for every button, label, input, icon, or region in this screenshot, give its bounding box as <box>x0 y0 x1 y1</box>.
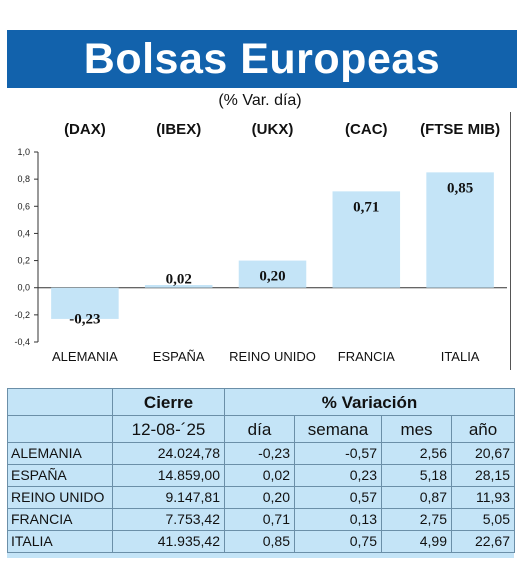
header-cierre: Cierre <box>112 388 225 416</box>
bar-value-label: 0,71 <box>353 199 379 215</box>
row-mes: 2,56 <box>381 442 452 465</box>
row-name: REINO UNIDO <box>7 486 113 509</box>
subheader-mes: mes <box>381 415 452 443</box>
row-ano: 20,67 <box>451 442 515 465</box>
bar <box>238 260 307 288</box>
row-dia: 0,20 <box>224 486 295 509</box>
bar-chart-frame: 1,0 0,8 0,6 0,4 0,2 0,0 -0,2 -0,4 -0,23 (DAX) ALEM… <box>2 112 511 370</box>
subheader-ano: año <box>451 415 515 443</box>
row-mes: 5,18 <box>381 464 452 487</box>
bar <box>332 191 401 288</box>
bar <box>144 285 213 288</box>
row-ano: 22,67 <box>451 530 515 553</box>
row-ano: 28,15 <box>451 464 515 487</box>
row-name: ALEMANIA <box>7 442 113 465</box>
bar-value-label: 0,20 <box>259 269 285 285</box>
bar-chart: 1,0 0,8 0,6 0,4 0,2 0,0 -0,2 -0,4 -0,23 (DAX) ALEM… <box>14 121 507 364</box>
row-ano: 11,93 <box>451 486 515 509</box>
title-banner: Bolsas Europeas <box>7 30 517 88</box>
y-tick-label: 0,2 <box>17 256 30 266</box>
row-dia: -0,23 <box>224 442 295 465</box>
row-mes: 2,75 <box>381 508 452 531</box>
row-dia: 0,85 <box>224 530 295 553</box>
subheader-semana: semana <box>294 415 382 443</box>
row-semana: 0,57 <box>294 486 382 509</box>
y-tick-label: 0,4 <box>17 228 30 238</box>
row-semana: 0,75 <box>294 530 382 553</box>
category-label: ESPAÑA <box>153 349 205 364</box>
row-dia: 0,02 <box>224 464 295 487</box>
y-tick-label: 1,0 <box>17 147 30 157</box>
table-row: FRANCIA 7.753,42 0,71 0,13 2,75 5,05 <box>7 508 515 531</box>
category-label: REINO UNIDO <box>229 349 316 364</box>
row-name: FRANCIA <box>7 508 113 531</box>
category-label: ITALIA <box>441 349 480 364</box>
table-header-row: Cierre % Variación <box>7 388 515 416</box>
index-label: (DAX) <box>64 121 106 138</box>
row-semana: 0,13 <box>294 508 382 531</box>
y-tick-label: 0,6 <box>17 201 30 211</box>
index-label: (FTSE MIB) <box>420 121 500 138</box>
page-title: Bolsas Europeas <box>83 34 441 83</box>
row-cierre: 24.024,78 <box>112 442 225 465</box>
table-row: REINO UNIDO 9.147,81 0,20 0,57 0,87 11,9… <box>7 486 515 509</box>
row-name: ITALIA <box>7 530 113 553</box>
header-blank <box>7 388 113 416</box>
subheader-date: 12-08-´25 <box>112 415 225 443</box>
row-mes: 0,87 <box>381 486 452 509</box>
category-label: ALEMANIA <box>52 349 118 364</box>
y-tick-label: -0,4 <box>14 337 30 347</box>
header-variacion: % Variación <box>224 388 515 416</box>
bar-value-label: 0,85 <box>447 180 473 196</box>
index-label: (IBEX) <box>156 121 201 138</box>
market-table-wrap: Cierre % Variación 12-08-´25 día semana … <box>7 388 515 558</box>
bar <box>426 172 494 288</box>
row-name: ESPAÑA <box>7 464 113 487</box>
table-row: ESPAÑA 14.859,00 0,02 0,23 5,18 28,15 <box>7 464 515 487</box>
y-tick-label: 0,0 <box>17 283 30 293</box>
row-cierre: 14.859,00 <box>112 464 225 487</box>
chart-subtitle: (% Var. día) <box>218 92 302 109</box>
row-dia: 0,71 <box>224 508 295 531</box>
row-cierre: 41.935,42 <box>112 530 225 553</box>
market-table: Cierre % Variación 12-08-´25 día semana … <box>7 388 515 553</box>
table-subheader-row: 12-08-´25 día semana mes año <box>7 415 515 443</box>
row-cierre: 7.753,42 <box>112 508 225 531</box>
category-label: FRANCIA <box>338 349 395 364</box>
table-row: ITALIA 41.935,42 0,85 0,75 4,99 22,67 <box>7 530 515 553</box>
row-cierre: 9.147,81 <box>112 486 225 509</box>
row-ano: 5,05 <box>451 508 515 531</box>
row-semana: -0,57 <box>294 442 382 465</box>
table-row: ALEMANIA 24.024,78 -0,23 -0,57 2,56 20,6… <box>7 442 515 465</box>
row-mes: 4,99 <box>381 530 452 553</box>
bar <box>51 287 119 319</box>
bar-value-label: -0,23 <box>69 311 100 327</box>
bar-value-label: 0,02 <box>166 272 192 288</box>
subheader-blank <box>7 415 113 443</box>
index-label: (CAC) <box>345 121 388 138</box>
y-tick-label: 0,8 <box>17 174 30 184</box>
y-tick-label: -0,2 <box>14 310 30 320</box>
row-semana: 0,23 <box>294 464 382 487</box>
index-label: (UKX) <box>252 121 294 138</box>
subheader-dia: día <box>224 415 295 443</box>
